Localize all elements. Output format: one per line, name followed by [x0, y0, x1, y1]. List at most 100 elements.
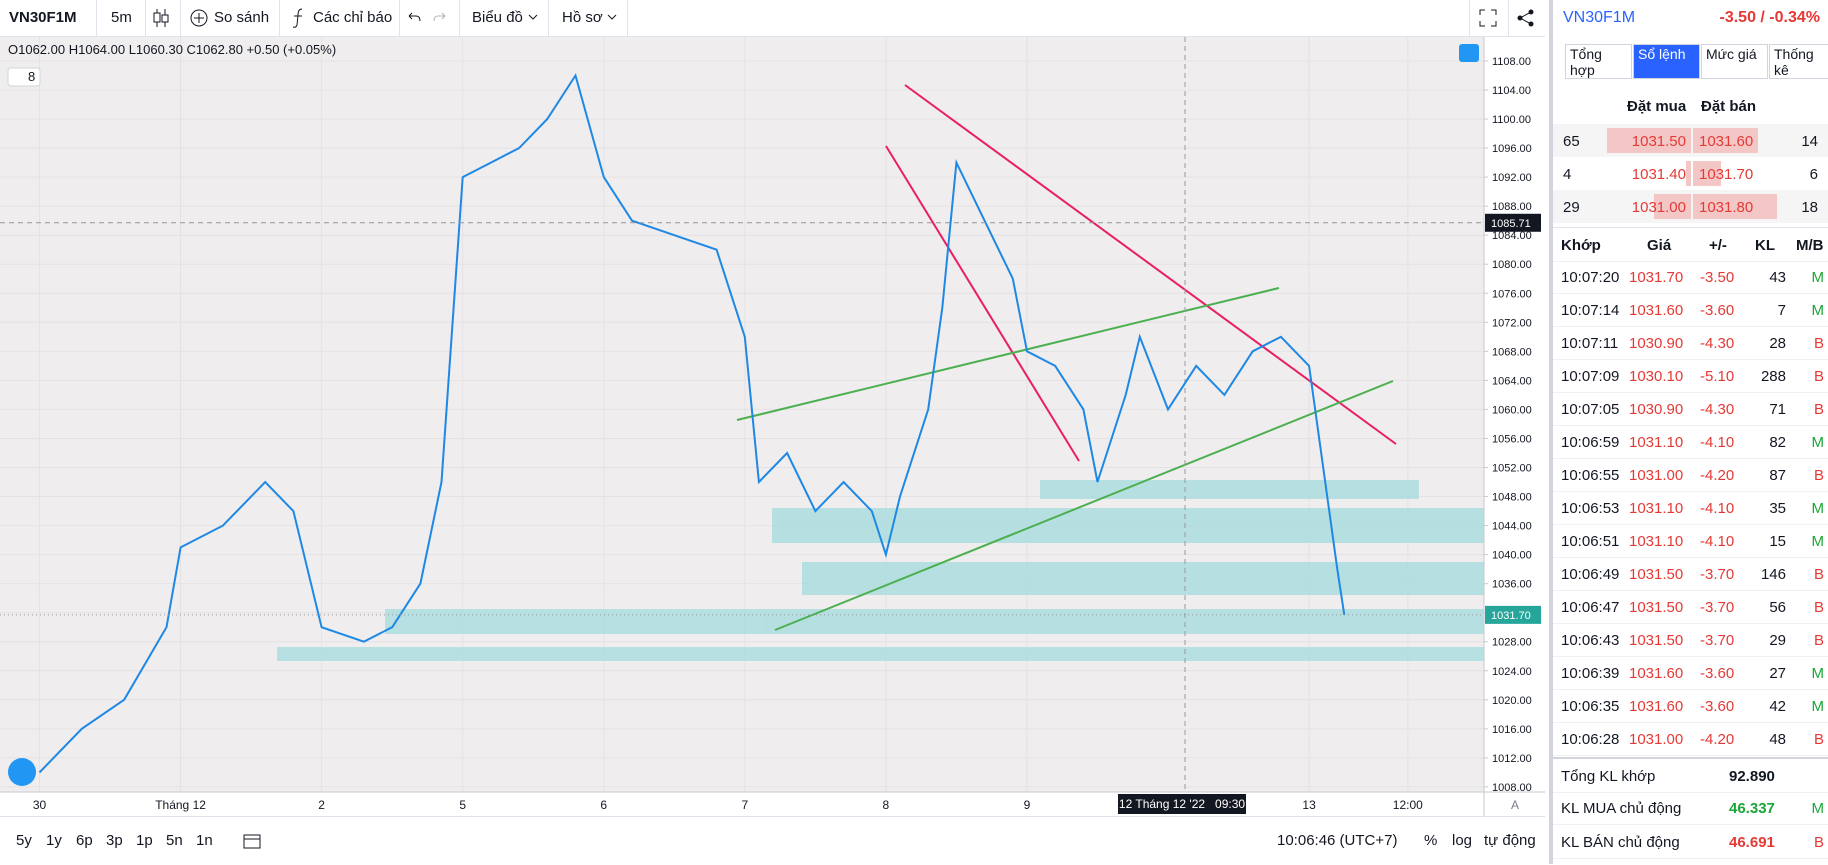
panel-symbol: VN30F1M: [1563, 9, 1636, 26]
undo-redo[interactable]: [406, 10, 448, 26]
trade-row: 10:06:53 1031.10 -4.10 35 M: [1553, 491, 1828, 525]
range-button[interactable]: 1p: [136, 832, 153, 849]
y-tick-label: 1104.00: [1492, 85, 1531, 97]
y-tick-label: 1092.00: [1492, 172, 1532, 184]
trade-cell: B: [1813, 632, 1824, 649]
trade-cell: 1031.60: [1629, 665, 1684, 682]
tab[interactable]: Thống kê: [1769, 44, 1828, 79]
panel-change: -3.50 / -0.34%: [1719, 9, 1821, 26]
trade-cell: 1031.60: [1629, 302, 1684, 319]
bid-price: 1031.50: [1631, 133, 1686, 150]
trade-header: Khớp Giá +/- KL M/B: [1553, 227, 1828, 262]
trade-cell: 27: [1769, 665, 1786, 682]
share-icon[interactable]: [1516, 8, 1536, 28]
trade-cell: 10:06:55: [1561, 467, 1620, 484]
trade-cell: B: [1813, 401, 1824, 418]
price-axis: [1484, 37, 1545, 816]
trade-cell: 288: [1760, 368, 1786, 385]
trade-row: 10:06:51 1031.10 -4.10 15 M: [1553, 524, 1828, 558]
y-tick-label: 1072.00: [1492, 317, 1532, 329]
y-tick-label: 1036.00: [1492, 579, 1532, 591]
y-tick-label: 1076.00: [1492, 288, 1532, 300]
log-toggle[interactable]: log: [1452, 832, 1473, 849]
y-tick-label: 1016.00: [1492, 724, 1532, 736]
profile[interactable]: Hồ sơ: [562, 9, 603, 26]
summary-value: 46.691: [1729, 834, 1775, 851]
tab[interactable]: Tổng hợp: [1565, 44, 1632, 79]
zone: [1040, 480, 1419, 499]
symbol[interactable]: VN30F1M: [9, 9, 77, 26]
bid-depth-bar: [1607, 128, 1691, 153]
settings-button[interactable]: [1459, 44, 1479, 62]
trade-cell: 10:07:09: [1561, 368, 1620, 385]
last-price-box: [1485, 605, 1541, 624]
tab[interactable]: Sổ lệnh: [1633, 44, 1700, 79]
plot: [0, 73, 1484, 774]
summary-side: M: [1811, 800, 1825, 817]
chart-type-icon[interactable]: [152, 8, 170, 28]
trade-cell: 42: [1769, 698, 1786, 715]
fullscreen-icon[interactable]: [1478, 8, 1498, 28]
trade-cell: -4.10: [1700, 533, 1735, 550]
calendar-icon[interactable]: [242, 832, 262, 850]
scale-mode[interactable]: A: [1511, 798, 1519, 812]
trade-header-cell: Giá: [1647, 237, 1672, 254]
ohlc-legend: O1062.00 H1064.00 L1060.30 C1062.80 +0.5…: [8, 42, 336, 57]
bid-volume: 29: [1563, 199, 1580, 216]
crosshair-time: 12 Tháng 12 '22 09:30: [1119, 797, 1246, 811]
toolbar: VN30F1M 5m So sánh Các chỉ báo Biểu đồ H…: [0, 0, 1545, 37]
trade-cell: -3.70: [1700, 566, 1735, 583]
trade-cell: -5.10: [1700, 368, 1735, 385]
summary-label: KL MUA chủ động: [1561, 800, 1682, 817]
percent-toggle[interactable]: %: [1424, 832, 1438, 849]
y-tick-label: 1108.00: [1492, 56, 1531, 68]
indicators[interactable]: Các chỉ báo: [313, 9, 393, 26]
bid-depth-bar: [1653, 194, 1691, 219]
chevron: [528, 14, 538, 20]
interval[interactable]: 5m: [111, 9, 132, 26]
trade-cell: 1031.00: [1629, 731, 1684, 748]
compare[interactable]: So sánh: [214, 9, 270, 26]
indicator-icon[interactable]: [290, 7, 308, 29]
range-button[interactable]: 6p: [76, 832, 93, 849]
chart-menu[interactable]: Biểu đồ: [472, 9, 523, 26]
trade-cell: 29: [1769, 632, 1786, 649]
range-button[interactable]: 3p: [106, 832, 123, 849]
tab[interactable]: Mức giá: [1701, 44, 1768, 79]
trade-cell: -4.10: [1700, 500, 1735, 517]
trade-cell: M: [1811, 698, 1825, 715]
trade-cell: -3.60: [1700, 698, 1735, 715]
trade-cell: 1031.00: [1629, 467, 1684, 484]
trade-cell: 56: [1769, 599, 1786, 616]
range-button[interactable]: 1y: [46, 832, 62, 849]
trade-row: 10:07:14 1031.60 -3.60 7 M: [1553, 293, 1828, 327]
auto-toggle[interactable]: tự động: [1484, 832, 1536, 849]
trade-row: 10:06:28 1031.00 -4.20 48 B: [1553, 722, 1828, 756]
range-button[interactable]: 5n: [166, 832, 183, 849]
trade-row: 10:06:49 1031.50 -3.70 146 B: [1553, 557, 1828, 591]
trade-cell: 82: [1769, 434, 1786, 451]
trade-header-cell: +/-: [1709, 237, 1727, 254]
price-line: [38, 73, 1346, 774]
compare-icon[interactable]: [189, 8, 209, 28]
y-tick-label: 1080.00: [1492, 259, 1532, 271]
crosshair-price-box: [1485, 213, 1541, 232]
crosshair-price-label: 1085.71: [1491, 218, 1531, 230]
indicator-toggle[interactable]: [7, 67, 41, 87]
axes: 1008.00 1012.00 1016.00 1020.00 1024.00 1028.…: [33, 56, 1541, 812]
y-tick-label: 1084.00: [1492, 230, 1532, 242]
ask-volume: 18: [1801, 199, 1818, 216]
summary-side: B: [1813, 834, 1824, 851]
range-button[interactable]: 5y: [16, 832, 32, 849]
trade-cell: 35: [1769, 500, 1786, 517]
trade-cell: 1030.90: [1629, 335, 1684, 352]
trade-cell: 1030.90: [1629, 401, 1684, 418]
trade-row: 10:06:47 1031.50 -3.70 56 B: [1553, 590, 1828, 624]
trade-cell: M: [1811, 434, 1825, 451]
bid-header: Đặt mua: [1627, 98, 1687, 115]
x-tick-label: 9: [1024, 798, 1031, 812]
trade-cell: -3.60: [1700, 665, 1735, 682]
ask-depth-bar: [1693, 194, 1777, 219]
range-button[interactable]: 1n: [196, 832, 213, 849]
